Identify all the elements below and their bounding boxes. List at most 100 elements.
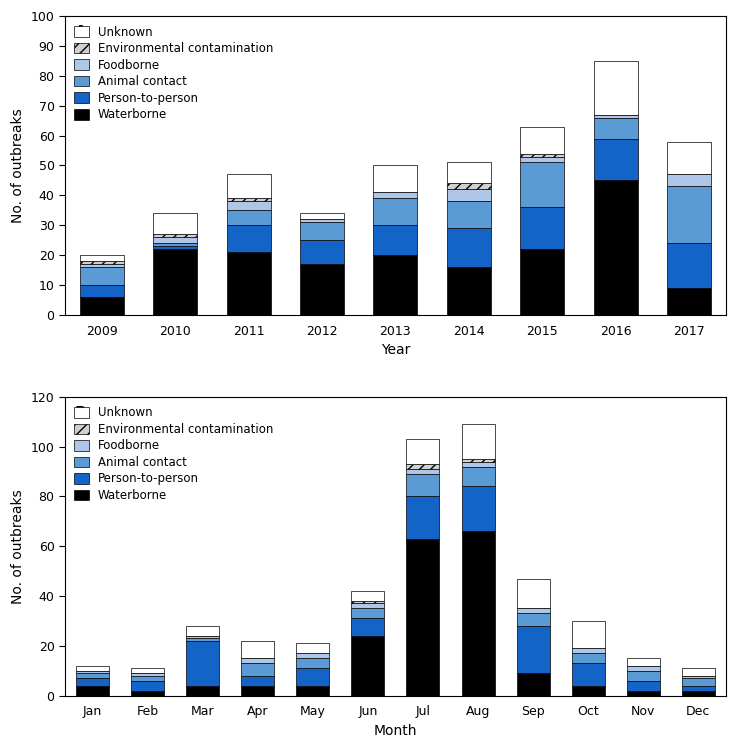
Bar [406,474,439,497]
Bar [241,685,274,696]
Bar [186,685,219,696]
Bar [186,641,219,685]
Bar [594,115,638,118]
Bar [461,531,495,696]
Bar [682,685,715,691]
Bar [226,225,270,252]
Text: B: B [75,406,86,421]
Bar [626,666,660,670]
Bar [517,608,550,613]
Bar [241,676,274,685]
Bar [226,201,270,210]
Bar [626,681,660,691]
Bar [594,139,638,181]
Bar [447,228,491,267]
Bar [517,578,550,608]
Bar [406,539,439,696]
Bar [153,213,197,234]
Bar [300,240,344,264]
Bar [682,668,715,676]
Bar [226,175,270,198]
Bar [352,619,385,636]
Bar [80,267,124,285]
Bar [667,243,711,288]
Bar [131,676,164,681]
Bar [76,666,109,670]
Bar [352,601,385,604]
X-axis label: Year: Year [381,343,410,357]
Bar [374,255,417,315]
Bar [682,676,715,678]
Bar [682,691,715,696]
Y-axis label: No. of outbreaks: No. of outbreaks [11,489,25,604]
Bar [406,497,439,539]
Bar [520,249,565,315]
Bar [352,636,385,696]
Bar [667,175,711,187]
Bar [682,678,715,685]
Bar [520,154,565,157]
Y-axis label: No. of outbreaks: No. of outbreaks [11,108,25,223]
Bar [296,668,329,685]
Bar [352,591,385,601]
Bar [572,649,605,653]
Bar [447,189,491,201]
Bar [520,157,565,163]
Bar [80,297,124,315]
Bar [572,664,605,685]
Bar [594,118,638,139]
Bar [517,626,550,673]
Bar [131,673,164,676]
Bar [80,261,124,264]
Bar [131,668,164,673]
Legend: Unknown, Environmental contamination, Foodborne, Animal contact, Person-to-perso: Unknown, Environmental contamination, Fo… [70,401,278,507]
Bar [153,234,197,237]
Bar [296,658,329,668]
Bar [461,424,495,459]
Bar [153,243,197,246]
Bar [517,673,550,696]
Bar [226,198,270,201]
Bar [461,459,495,461]
Bar [226,210,270,225]
Bar [241,641,274,658]
Bar [447,201,491,228]
Bar [572,653,605,664]
Bar [76,678,109,685]
Bar [226,252,270,315]
Bar [626,658,660,666]
Bar [406,469,439,474]
Bar [374,198,417,225]
Bar [626,670,660,681]
Bar [406,464,439,469]
Bar [300,222,344,240]
Bar [447,184,491,189]
X-axis label: Month: Month [374,724,417,738]
Bar [76,673,109,678]
Bar [520,163,565,207]
Bar [153,249,197,315]
Bar [572,685,605,696]
Bar [241,664,274,676]
Bar [131,681,164,691]
Bar [667,142,711,175]
Bar [300,264,344,315]
Bar [626,691,660,696]
Bar [667,187,711,243]
Bar [374,225,417,255]
Bar [80,285,124,297]
Bar [76,670,109,673]
Bar [186,626,219,636]
Bar [520,127,565,154]
Bar [153,246,197,249]
Bar [517,613,550,626]
Bar [461,487,495,531]
Legend: Unknown, Environmental contamination, Foodborne, Animal contact, Person-to-perso: Unknown, Environmental contamination, Fo… [70,21,278,126]
Bar [352,604,385,608]
Bar [447,163,491,184]
Bar [594,181,638,315]
Bar [296,685,329,696]
Bar [241,658,274,664]
Bar [76,685,109,696]
Bar [186,636,219,638]
